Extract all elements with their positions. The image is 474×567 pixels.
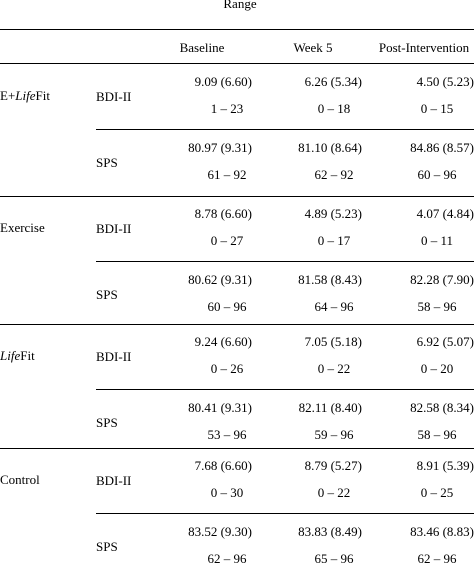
cell-range: 58 – 96: [417, 427, 457, 442]
cell-range: 58 – 96: [417, 299, 457, 314]
cell-mean-sd: 9.09 (6.60): [194, 74, 252, 89]
cell-mean-sd: 4.07 (4.84): [416, 206, 474, 221]
cell-mean-sd: 82.11 (8.40): [298, 400, 362, 415]
group-label: Exercise: [0, 220, 45, 236]
cell-range: 0 – 15: [420, 101, 454, 116]
measure-label: SPS: [96, 155, 118, 170]
cell-range: 61 – 92: [207, 167, 247, 182]
cell-mean-sd: 83.46 (8.83): [410, 524, 474, 539]
cell-mean-sd: 80.97 (9.31): [188, 140, 252, 155]
row-divider: [96, 389, 474, 390]
cell-range: 64 – 96: [314, 299, 354, 314]
cell-range: 60 – 96: [417, 167, 457, 182]
cell-range: 0 – 30: [210, 485, 244, 500]
cell-range: 53 – 96: [207, 427, 247, 442]
col-header-week5: Week 5: [293, 40, 333, 55]
cell-mean-sd: 8.79 (5.27): [304, 458, 362, 473]
row-divider: [96, 129, 474, 130]
cell-mean-sd: 8.91 (5.39): [416, 458, 474, 473]
cell-mean-sd: 9.24 (6.60): [194, 334, 252, 349]
cell-mean-sd: 81.58 (8.43): [298, 272, 362, 287]
cell-range: 0 – 25: [420, 485, 454, 500]
group-label-suffix: Fit: [20, 348, 35, 363]
cell-mean-sd: 6.92 (5.07): [416, 334, 474, 349]
cell-mean-sd: 4.50 (5.23): [416, 74, 474, 89]
header-bottom-rule: [0, 63, 474, 64]
cell-range: 0 – 26: [210, 361, 244, 376]
cell-range: 62 – 96: [207, 551, 247, 566]
cell-mean-sd: 6.26 (5.34): [304, 74, 362, 89]
cell-mean-sd: 80.41 (9.31): [188, 400, 252, 415]
col-header-baseline: Baseline: [179, 40, 225, 55]
cell-mean-sd: 82.28 (7.90): [410, 272, 474, 287]
group-label-prefix: Exercise: [0, 220, 45, 235]
group-label-suffix: Fit: [35, 88, 50, 103]
measure-label: SPS: [96, 539, 118, 554]
cell-mean-sd: 81.10 (8.64): [298, 140, 362, 155]
cell-range: 0 – 22: [317, 361, 351, 376]
cell-mean-sd: 7.68 (6.60): [194, 458, 252, 473]
group-divider: [0, 324, 474, 325]
cell-range: 0 – 20: [420, 361, 454, 376]
measure-label: BDI-II: [96, 473, 132, 488]
group-label-italic: Life: [15, 88, 36, 103]
cell-mean-sd: 83.52 (9.30): [188, 524, 252, 539]
header-range-label: Range: [223, 0, 257, 11]
cell-mean-sd: 4.89 (5.23): [304, 206, 362, 221]
cell-range: 59 – 96: [314, 427, 354, 442]
cell-range: 0 – 11: [420, 233, 454, 248]
cell-mean-sd: 8.78 (6.60): [194, 206, 252, 221]
header-top-rule: [0, 29, 474, 30]
measure-label: SPS: [96, 287, 118, 302]
cell-range: 62 – 96: [417, 551, 457, 566]
cell-range: 0 – 18: [317, 101, 351, 116]
cell-range: 62 – 92: [314, 167, 354, 182]
row-divider: [96, 513, 474, 514]
cell-mean-sd: 82.58 (8.34): [410, 400, 474, 415]
cell-range: 0 – 22: [317, 485, 351, 500]
col-header-post: Post-Intervention: [378, 40, 470, 55]
row-divider: [96, 261, 474, 262]
measure-label: BDI-II: [96, 221, 132, 236]
cell-range: 0 – 17: [317, 233, 351, 248]
measure-label: BDI-II: [96, 349, 132, 364]
group-label: LifeFit: [0, 348, 35, 364]
cell-range: 60 – 96: [207, 299, 247, 314]
cell-mean-sd: 83.83 (8.49): [298, 524, 362, 539]
cell-mean-sd: 7.05 (5.18): [304, 334, 362, 349]
measure-label: BDI-II: [96, 89, 132, 104]
group-divider: [0, 196, 474, 197]
group-label: Control: [0, 472, 40, 488]
group-label-italic: Life: [0, 348, 21, 363]
cell-range: 1 – 23: [210, 101, 244, 116]
cell-mean-sd: 84.86 (8.57): [410, 140, 474, 155]
group-divider: [0, 448, 474, 449]
group-label-prefix: E+: [0, 88, 16, 103]
cell-range: 0 – 27: [210, 233, 244, 248]
measure-label: SPS: [96, 415, 118, 430]
group-label-prefix: Control: [0, 472, 40, 487]
cell-mean-sd: 80.62 (9.31): [188, 272, 252, 287]
group-label: E+LifeFit: [0, 88, 50, 104]
cell-range: 65 – 96: [314, 551, 354, 566]
